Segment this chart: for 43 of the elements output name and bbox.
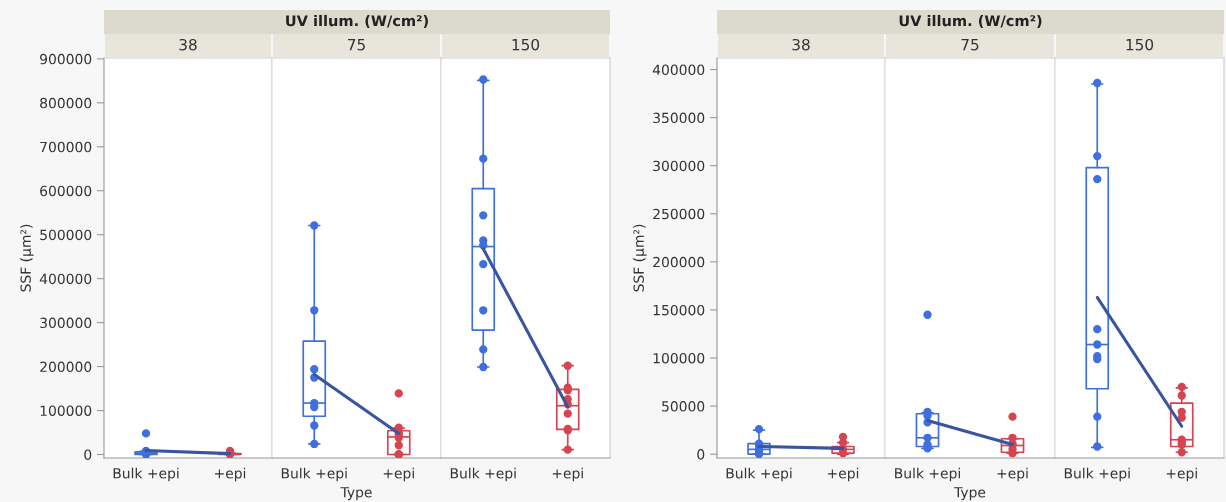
chart-subtitle: 150 <box>1126 38 1154 51</box>
y-tick-label: 50000 <box>662 401 705 412</box>
x-tick-label: +epi <box>828 467 859 482</box>
chart-subtitle: 38 <box>179 38 197 51</box>
x-tick-label: +epi <box>1166 467 1197 482</box>
y-tick-label: 200000 <box>40 361 92 373</box>
y-tick-label: 150000 <box>653 304 705 316</box>
y-tick-label: 0 <box>84 449 92 460</box>
x-tick-label: +epi <box>383 467 414 482</box>
chart-title: UV illum. (W/cm²) <box>899 14 1042 28</box>
x-tick-label: Bulk +epi <box>726 467 792 482</box>
y-tick-label: 100000 <box>653 352 705 364</box>
chart-subtitle: 38 <box>792 38 810 51</box>
y-tick-label: 300000 <box>40 317 92 329</box>
y-tick-label: 350000 <box>653 112 705 124</box>
y-tick-label: 800000 <box>40 97 92 109</box>
y-tick-label: 700000 <box>40 141 92 153</box>
y-tick-label: 900000 <box>40 53 92 65</box>
x-tick-label: Bulk +epi <box>281 467 347 482</box>
x-tick-label: Bulk +epi <box>113 467 179 482</box>
x-axis-title: Type <box>340 487 372 501</box>
y-tick-label: 250000 <box>653 208 705 220</box>
y-tick-label: 0 <box>697 449 705 460</box>
y-tick-label: 400000 <box>652 64 705 76</box>
x-tick-label: Bulk +epi <box>1064 467 1130 482</box>
chart-subtitle: 150 <box>512 38 540 51</box>
chart-subtitle: 75 <box>348 39 365 51</box>
x-tick-label: +epi <box>215 467 246 482</box>
x-tick-label: +epi <box>552 467 583 482</box>
y-tick-label: 200000 <box>653 256 705 268</box>
chart-subtitle: 75 <box>961 39 979 51</box>
y-axis-title: SSF (µm²) <box>633 224 647 292</box>
chart-title: UV illum. (W/cm²) <box>286 14 428 28</box>
y-tick-label: 400000 <box>39 273 92 285</box>
x-axis-title: Type <box>954 487 986 501</box>
y-axis-title: SSF (µm²) <box>20 224 34 292</box>
y-tick-label: 500000 <box>40 229 92 241</box>
x-tick-label: Bulk +epi <box>450 467 516 482</box>
y-tick-label: 100000 <box>40 405 92 416</box>
x-tick-label: +epi <box>997 467 1028 482</box>
x-tick-label: Bulk +epi <box>895 467 960 482</box>
y-tick-label: 300000 <box>653 160 705 172</box>
y-tick-label: 600000 <box>40 185 92 197</box>
